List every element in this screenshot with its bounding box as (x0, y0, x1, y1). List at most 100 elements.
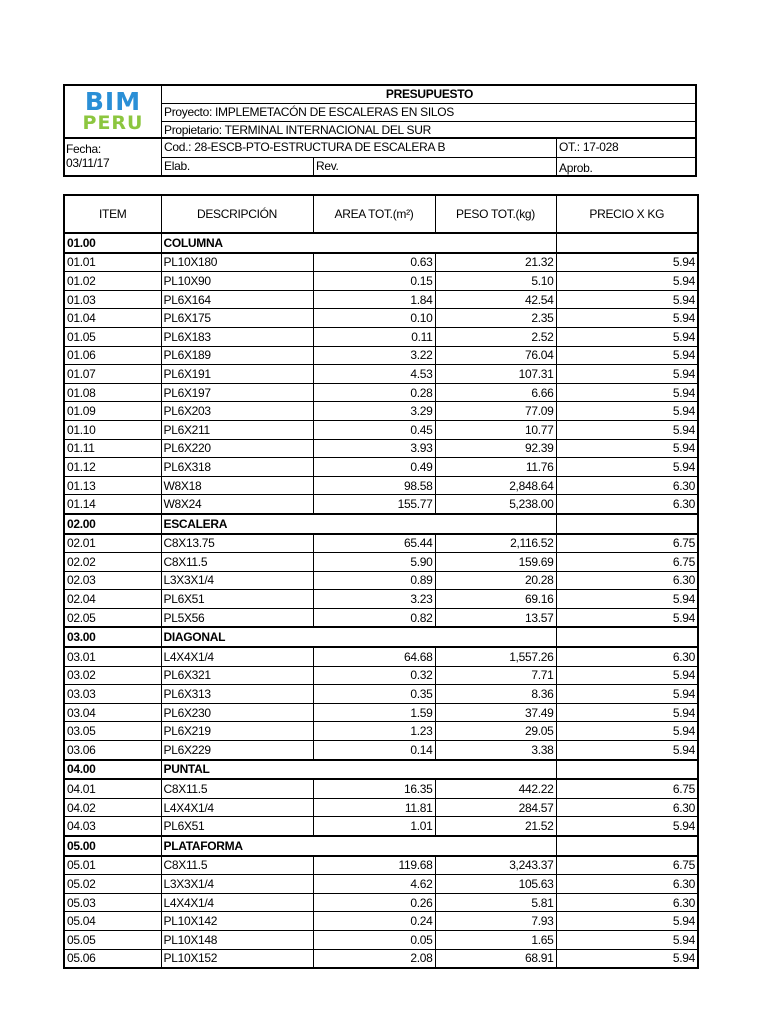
area-cell: 0.15 (312, 271, 436, 291)
item-cell: 01.09 (63, 401, 162, 421)
area-cell: 0.35 (312, 684, 436, 704)
precio-cell: 6.30 (555, 892, 699, 913)
peso-cell: 6.66 (434, 382, 557, 403)
descripcion-cell: PL5X56 (160, 607, 314, 628)
aprob-field: Aprob. (559, 161, 593, 175)
item-cell: 02.02 (63, 552, 162, 572)
table-row: 03.06 PL6X229 0.14 3.38 5.94 (63, 740, 699, 761)
area-cell: 5.90 (312, 552, 436, 572)
precio-cell: 5.94 (555, 589, 699, 609)
table-row: 01.07 PL6X191 4.53 107.31 5.94 (63, 364, 699, 384)
section-name: ESCALERA (160, 512, 557, 535)
peso-cell: 92.39 (434, 438, 557, 459)
section-item: 05.00 (63, 835, 162, 857)
table-row: 01.03 PL6X164 1.84 42.54 5.94 (63, 289, 699, 310)
peso-cell: 8.36 (434, 684, 557, 704)
cod-field: Cod.: 28-ESCB-PTO-ESTRUCTURA DE ESCALERA… (162, 139, 557, 158)
peso-cell: 7.93 (434, 911, 557, 931)
item-cell: 04.01 (63, 778, 162, 799)
item-cell: 05.02 (63, 874, 162, 894)
precio-cell: 5.94 (555, 308, 699, 328)
descripcion-cell: C8X11.5 (160, 552, 314, 572)
item-cell: 01.07 (63, 364, 162, 384)
table-row: 01.12 PL6X318 0.49 11.76 5.94 (63, 457, 699, 477)
section-price-cell (555, 512, 699, 535)
bim-peru-logo: BIM PERU (65, 86, 162, 138)
area-cell: 0.28 (312, 382, 436, 403)
section-item: 04.00 (63, 758, 162, 781)
precio-cell: 5.94 (555, 364, 699, 384)
peso-cell: 20.28 (434, 570, 557, 591)
item-cell: 05.03 (63, 892, 162, 913)
descripcion-cell: C8X11.5 (160, 778, 314, 799)
section-row: 03.00 DIAGONAL (63, 626, 699, 649)
table-row: 04.03 PL6X51 1.01 21.52 5.94 (63, 816, 699, 837)
descripcion-cell: PL6X321 (160, 665, 314, 686)
precio-cell: 5.94 (555, 401, 699, 421)
precio-cell: 5.94 (555, 457, 699, 477)
descripcion-cell: PL6X189 (160, 345, 314, 366)
descripcion-cell: PL6X164 (160, 289, 314, 310)
precio-cell: 5.94 (555, 740, 699, 761)
item-cell: 05.04 (63, 911, 162, 931)
item-cell: 04.03 (63, 816, 162, 837)
peso-cell: 42.54 (434, 289, 557, 310)
descripcion-cell: C8X11.5 (160, 855, 314, 876)
item-cell: 01.12 (63, 457, 162, 477)
area-cell: 0.89 (312, 570, 436, 591)
peso-cell: 21.52 (434, 816, 557, 837)
table-row: 04.02 L4X4X1/4 11.81 284.57 6.30 (63, 797, 699, 818)
item-cell: 01.04 (63, 308, 162, 328)
descripcion-cell: PL6X220 (160, 438, 314, 459)
peso-cell: 3,243.37 (434, 855, 557, 876)
area-cell: 3.22 (312, 345, 436, 366)
table-row: 01.01 PL10X180 0.63 21.32 5.94 (63, 252, 699, 273)
precio-cell: 6.75 (555, 532, 699, 554)
precio-cell: 6.30 (555, 874, 699, 894)
precio-cell: 5.94 (555, 665, 699, 686)
section-name: COLUMNA (160, 232, 557, 254)
peso-cell: 10.77 (434, 419, 557, 440)
table-row: 05.01 C8X11.5 119.68 3,243.37 6.75 (63, 855, 699, 876)
descripcion-cell: L4X4X1/4 (160, 797, 314, 818)
fecha-value: 03/11/17 (66, 156, 110, 170)
precio-cell: 5.94 (555, 419, 699, 440)
section-item: 02.00 (63, 512, 162, 535)
table-row: 03.02 PL6X321 0.32 7.71 5.94 (63, 665, 699, 686)
section-price-cell (555, 835, 699, 857)
document-title: PRESUPUESTO (162, 86, 697, 104)
peso-cell: 3.38 (434, 740, 557, 761)
item-cell: 03.04 (63, 702, 162, 723)
area-cell: 0.05 (312, 929, 436, 950)
peso-cell: 77.09 (434, 401, 557, 421)
descripcion-cell: PL6X183 (160, 326, 314, 347)
precio-cell: 6.30 (555, 475, 699, 496)
section-row: 02.00 ESCALERA (63, 512, 699, 535)
descripcion-cell: PL10X142 (160, 911, 314, 931)
section-row: 05.00 PLATAFORMA (63, 835, 699, 857)
peso-cell: 1.65 (434, 929, 557, 950)
section-item: 01.00 (63, 232, 162, 254)
descripcion-cell: PL6X230 (160, 702, 314, 723)
peso-cell: 159.69 (434, 552, 557, 572)
descripcion-cell: PL6X203 (160, 401, 314, 421)
descripcion-cell: PL6X175 (160, 308, 314, 328)
descripcion-cell: L3X3X1/4 (160, 570, 314, 591)
table-row: 01.02 PL10X90 0.15 5.10 5.94 (63, 271, 699, 291)
table-row: 03.05 PL6X219 1.23 29.05 5.94 (63, 721, 699, 742)
item-cell: 03.03 (63, 684, 162, 704)
area-cell: 4.62 (312, 874, 436, 894)
table-row: 01.09 PL6X203 3.29 77.09 5.94 (63, 401, 699, 421)
descripcion-cell: PL6X197 (160, 382, 314, 403)
peso-cell: 284.57 (434, 797, 557, 818)
peso-cell: 2,116.52 (434, 532, 557, 554)
precio-cell: 5.94 (555, 948, 699, 969)
area-cell: 1.01 (312, 816, 436, 837)
rev-field: Rev. (314, 158, 557, 177)
area-cell: 65.44 (312, 532, 436, 554)
item-cell: 01.11 (63, 438, 162, 459)
fecha-field: Fecha: 03/11/17 (65, 138, 162, 177)
precio-cell: 6.75 (555, 778, 699, 799)
peso-cell: 105.63 (434, 874, 557, 894)
table-header-row: ITEM DESCRIPCIÓN AREA TOT.(m²) PESO TOT.… (63, 194, 699, 234)
